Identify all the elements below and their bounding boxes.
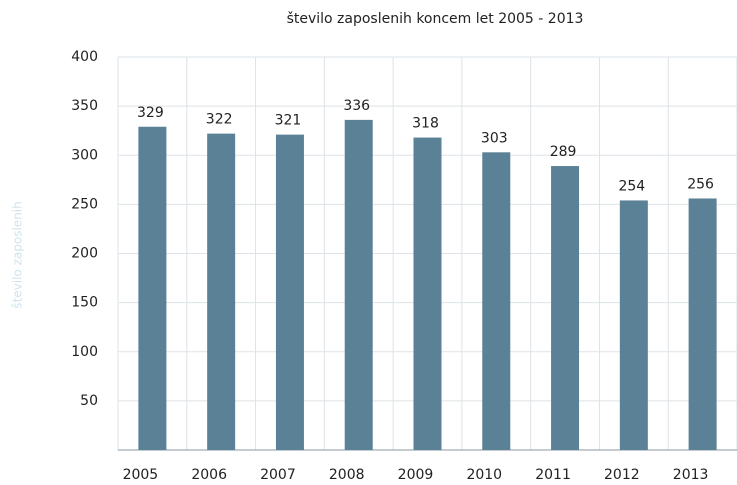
bar	[138, 126, 167, 450]
x-tick-label: 2009	[398, 467, 434, 483]
chart-title: število zaposlenih koncem let 2005 - 201…	[287, 11, 584, 27]
y-tick-label: 350	[71, 98, 98, 114]
bar	[551, 166, 580, 450]
data-label: 256	[687, 176, 714, 192]
x-tick-label: 2011	[535, 467, 571, 483]
y-tick-label: 100	[71, 344, 98, 360]
data-label: 303	[481, 130, 508, 146]
bar	[688, 198, 717, 450]
y-tick-label: 300	[71, 147, 98, 163]
bar	[413, 137, 442, 450]
x-tick-label: 2012	[604, 467, 640, 483]
data-label: 329	[137, 105, 164, 121]
bar	[207, 133, 236, 450]
data-label: 254	[618, 178, 645, 194]
y-tick-label: 200	[71, 246, 98, 262]
x-tick-label: 2008	[329, 467, 365, 483]
bar	[344, 119, 373, 450]
x-tick-label: 2006	[191, 467, 227, 483]
x-tick-label: 2007	[260, 467, 296, 483]
y-axis-label: število zaposlenih	[11, 201, 25, 308]
data-label: 321	[275, 113, 302, 129]
x-tick-label: 2010	[466, 467, 502, 483]
data-label: 318	[412, 116, 439, 132]
y-tick-label: 250	[71, 196, 98, 212]
bar	[482, 152, 511, 451]
y-tick-label: 150	[71, 295, 98, 311]
x-tick-label: 2013	[673, 467, 709, 483]
data-label: 289	[550, 144, 577, 160]
y-tick-label: 400	[71, 49, 98, 65]
x-tick-label: 2005	[123, 467, 159, 483]
bar	[275, 134, 304, 450]
data-label: 322	[206, 112, 233, 128]
data-label: 336	[343, 98, 370, 114]
y-tick-label: 50	[80, 393, 98, 409]
bar	[619, 200, 648, 450]
